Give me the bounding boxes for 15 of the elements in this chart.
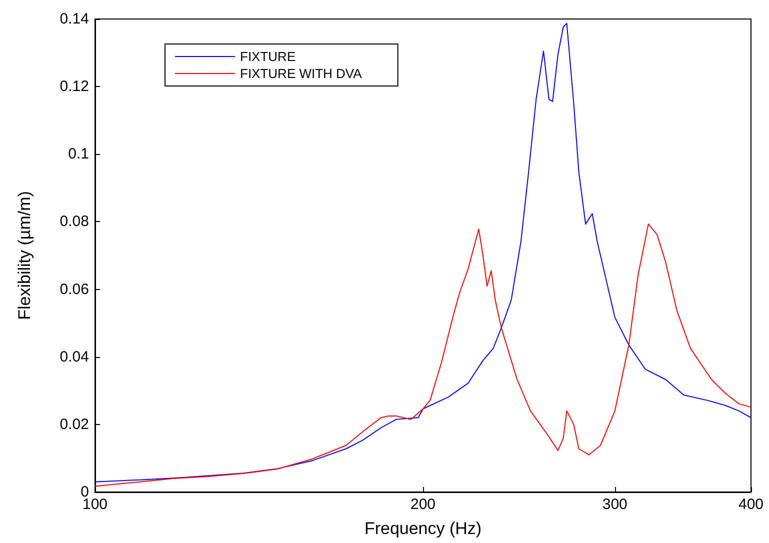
y-axis-title: Flexibility (µm/m) <box>15 191 34 320</box>
legend-label: FIXTURE WITH DVA <box>240 66 362 81</box>
x-tick-label: 400 <box>738 496 764 513</box>
y-tick-label: 0.14 <box>60 10 89 28</box>
y-tick-label: 0.1 <box>68 146 89 163</box>
x-axis-title: Frequency (Hz) <box>364 519 482 538</box>
x-tick-label: 200 <box>410 496 436 513</box>
y-tick-label: 0.04 <box>60 348 89 366</box>
legend-label: FIXTURE <box>240 49 296 64</box>
x-tick-label: 100 <box>82 496 108 513</box>
y-tick-label: 0.08 <box>60 213 89 230</box>
y-tick-label: 0.12 <box>60 78 89 96</box>
y-tick-label: 0.06 <box>60 280 89 298</box>
y-tick-label: 0.02 <box>60 416 89 433</box>
x-tick-label: 300 <box>602 496 628 513</box>
